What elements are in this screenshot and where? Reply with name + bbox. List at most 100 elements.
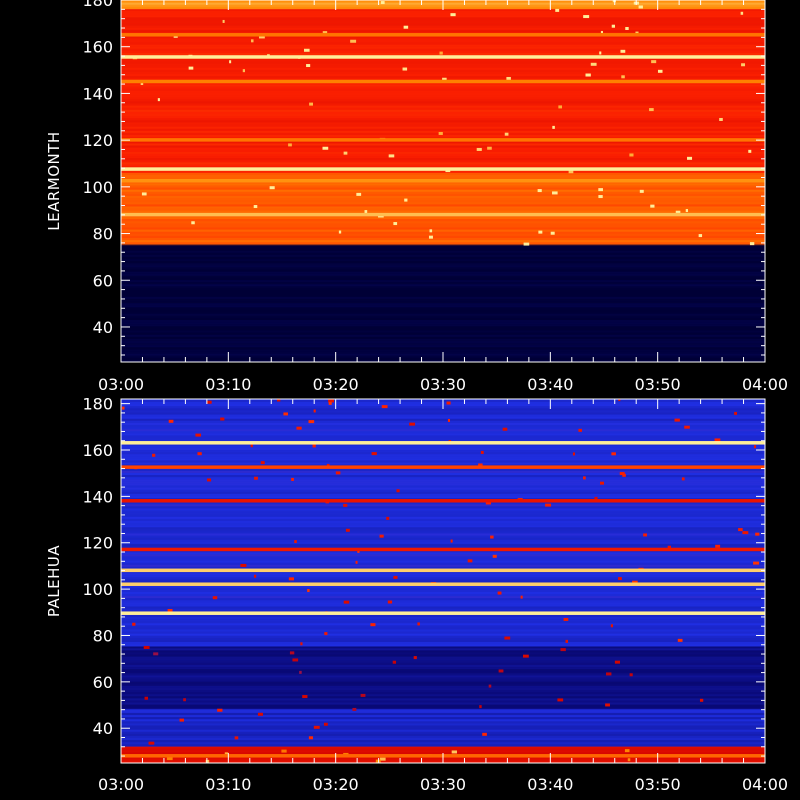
spectrogram-burst [166, 757, 173, 761]
spectrogram-burst [371, 452, 377, 456]
spectrogram-streak [121, 537, 765, 540]
spectrogram-burst [429, 229, 433, 233]
spectrogram-burst [638, 5, 643, 9]
spectrogram-burst [560, 648, 566, 652]
spectrogram-burst [380, 1, 385, 5]
x-tick-label: 03:30 [420, 375, 466, 394]
spectrogram-burst [257, 712, 263, 716]
spectrogram-burst [629, 673, 633, 677]
spectrogram-streak [121, 231, 765, 234]
spectrogram-burst [446, 401, 451, 405]
spectrogram-burst [600, 30, 604, 34]
spectrogram-streak [121, 508, 765, 511]
spectrogram-burst [335, 471, 341, 475]
spectrogram-burst [583, 15, 590, 19]
emission-line [121, 138, 765, 142]
spectrogram-burst [450, 13, 456, 17]
spectrogram-burst [303, 48, 310, 52]
spectrogram-streak [121, 489, 765, 492]
emission-line [121, 167, 765, 171]
spectrogram-burst [719, 117, 723, 121]
spectrogram-streak [121, 627, 765, 630]
spectrogram-burst [557, 698, 564, 702]
spectrogram-streak [121, 107, 765, 110]
spectrogram-streak [121, 454, 765, 457]
spectrogram-burst [251, 39, 254, 43]
spectrogram-streak [121, 44, 765, 47]
spectrogram-burst [738, 528, 743, 532]
spectrogram-burst [276, 399, 281, 402]
spectrogram-streak [121, 731, 765, 734]
spectrogram-burst [649, 108, 654, 112]
spectrogram-streak [121, 598, 765, 601]
x-tick-label: 04:00 [742, 375, 788, 394]
spectrogram-streak [121, 589, 765, 592]
spectrogram-burst [403, 25, 409, 29]
spectrogram-streak [121, 737, 765, 741]
spectrogram-streak [121, 523, 765, 526]
spectrogram-streak [121, 654, 765, 657]
spectrogram-burst [563, 617, 569, 621]
learmonth-panel: 40 60 80 100 120 140 160 180 03:00 03:10 03:20 03:3… [45, 0, 788, 394]
spectrogram-burst [488, 684, 492, 688]
spectrogram-burst [550, 231, 555, 235]
spectrogram-burst [748, 149, 752, 153]
spectrogram-streak [121, 443, 765, 446]
spectrogram-streak [121, 349, 765, 352]
spectrogram-burst [254, 476, 258, 480]
spectrogram-streak [121, 296, 765, 299]
spectrogram-streak [121, 250, 765, 253]
spectrogram-burst [402, 67, 408, 71]
palehua-panel: 40 60 80 100 120 140 160 180 03:00 03:10 03:20 03:3… [45, 395, 788, 794]
spectrogram-streak [121, 29, 765, 32]
spectrogram-streak [121, 685, 765, 688]
spectrogram-burst [283, 412, 288, 416]
spectrogram-burst [742, 531, 749, 535]
spectrogram-streak [121, 74, 765, 77]
spectrogram-streak [121, 95, 765, 98]
spectrogram-streak [121, 468, 765, 471]
spectrogram-streak [121, 689, 765, 693]
emission-line [121, 179, 765, 183]
spectrogram-streak [121, 21, 765, 24]
spectrogram-streak [121, 573, 765, 576]
spectrogram-burst [621, 75, 625, 79]
spectrogram-burst [657, 69, 663, 73]
spectrogram-streak [121, 533, 765, 536]
spectrogram-streak [121, 483, 765, 486]
spectrogram-streak [121, 641, 765, 645]
spectrogram-burst [545, 503, 552, 507]
spectrogram-streak [121, 97, 765, 100]
spectrogram-burst [687, 156, 693, 160]
spectrogram-burst [379, 534, 384, 538]
spectrogram-burst [504, 132, 509, 136]
spectrogram-burst [360, 693, 366, 697]
spectrogram-streak [121, 456, 765, 459]
spectrogram-burst [313, 409, 316, 413]
spectrogram-streak [121, 298, 765, 302]
spectrogram-streak [121, 164, 765, 167]
spectrogram-burst [324, 632, 328, 636]
spectrogram-burst [506, 76, 511, 80]
spectrogram-streak [121, 151, 765, 154]
spectrogram-streak [121, 543, 765, 546]
spectrogram-burst [132, 622, 136, 626]
spectrogram-streak [121, 604, 765, 607]
spectrogram-streak [121, 450, 765, 453]
spectrogram-burst [715, 544, 721, 548]
spectrogram-streak [121, 109, 765, 112]
spectrogram-streak [121, 160, 765, 163]
spectrogram-burst [740, 11, 744, 15]
spectrogram-streak [121, 410, 765, 413]
spectrogram-streak [121, 240, 765, 243]
spectrogram-burst [191, 221, 195, 225]
emission-line [121, 212, 765, 217]
spectrogram-streak [121, 623, 765, 626]
spectrogram-streak [121, 256, 765, 260]
y-tick-label: 80 [93, 626, 113, 645]
y-tick-label: 160 [82, 441, 113, 460]
spectrogram-streak [121, 470, 765, 473]
spectrogram-streak [121, 317, 765, 320]
spectrogram-streak [121, 723, 765, 726]
